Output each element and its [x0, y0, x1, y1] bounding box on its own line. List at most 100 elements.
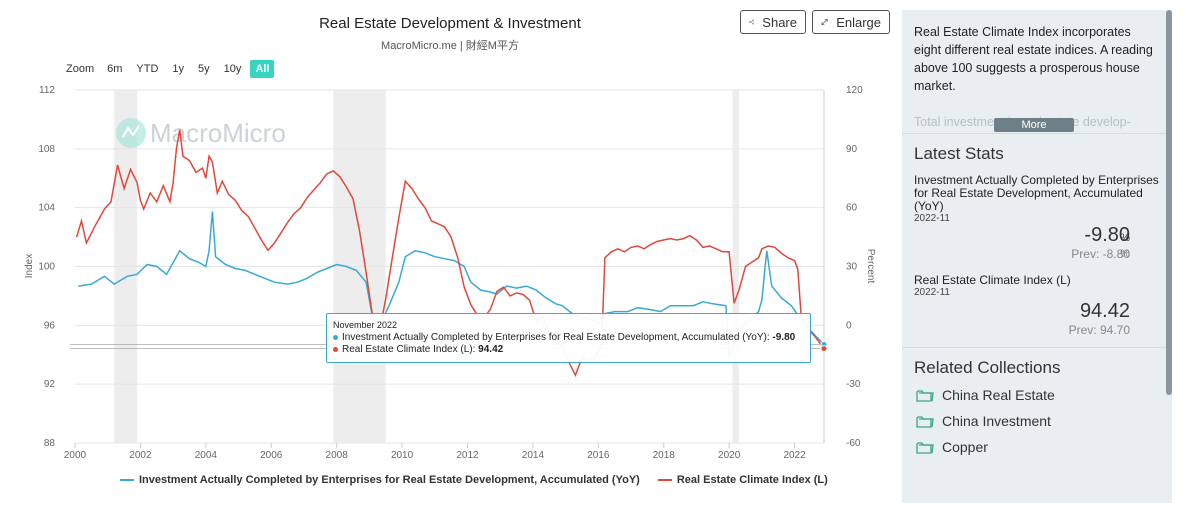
zoom-5y-button[interactable]: 5y	[198, 63, 210, 75]
stat-investment: Investment Actually Completed by Enterpr…	[902, 173, 1172, 262]
side-panel: Real Estate Climate Index incorporates e…	[902, 10, 1172, 503]
zoom-1y-button[interactable]: 1y	[172, 63, 185, 75]
zoom-10y-button[interactable]: 10y	[223, 63, 242, 75]
x-tick-label: 2000	[64, 450, 87, 461]
stat-date: 2022-11	[914, 287, 950, 298]
collection-china-investment[interactable]: China Investment	[902, 408, 1172, 434]
divider	[902, 133, 1172, 134]
watermark-text: MacroMicro	[150, 118, 286, 148]
share-button[interactable]: Share	[740, 10, 806, 34]
stat-value: -9.80	[1084, 224, 1130, 246]
chart-subtitle: MacroMicro.me | 財經M平方	[381, 40, 519, 52]
stat-name: Investment Actually Completed by Enterpr…	[914, 173, 1159, 213]
chart-plot: MacroMicro 88 92 96 100 104 108 112 -60 -30 0 30 60…	[24, 85, 876, 461]
enlarge-label: Enlarge	[836, 14, 881, 30]
collection-label: China Real Estate	[942, 387, 1055, 403]
share-icon	[749, 19, 755, 25]
y-right-tick-label: 30	[846, 262, 858, 273]
zoom-label: Zoom	[66, 63, 95, 75]
stat-prev-value: 94.70	[1099, 323, 1130, 337]
stat-prev-unit: %	[1120, 248, 1130, 260]
x-tick-label: 2018	[653, 450, 676, 461]
stat-prev-label: Prev:	[1071, 247, 1100, 261]
legend-item-climate[interactable]: Real Estate Climate Index (L)	[657, 474, 828, 486]
chart-title: Real Estate Development & Investment	[319, 15, 581, 32]
description-text: Real Estate Climate Index incorporates e…	[914, 25, 1153, 93]
legend-item-investment[interactable]: Investment Actually Completed by Enterpr…	[120, 474, 640, 486]
chart-panel: Real Estate Development & Investment Mac…	[24, 10, 890, 486]
expand-icon	[821, 18, 828, 26]
x-tick-label: 2002	[129, 450, 152, 461]
stat-name: Real Estate Climate Index (L)	[914, 273, 1071, 287]
x-tick-label: 2010	[391, 450, 414, 461]
stat-climate-index: Real Estate Climate Index (L) 2022-11 94…	[902, 273, 1172, 338]
legend-label-investment: Investment Actually Completed by Enterpr…	[139, 474, 640, 486]
y-right-tick-label: -30	[846, 379, 861, 390]
latest-stats-title: Latest Stats	[914, 144, 1004, 163]
x-tick-label: 2020	[718, 450, 741, 461]
folder-icon	[916, 441, 934, 454]
stat-unit: %	[1120, 232, 1130, 244]
y-left-tick-label: 104	[38, 203, 55, 214]
legend-swatch-blue	[120, 479, 134, 481]
more-button[interactable]: More	[994, 118, 1074, 132]
stat-prev: Prev: -8.80	[914, 247, 1160, 261]
x-tick-label: 2012	[456, 450, 479, 461]
y-left-tick-label: 112	[39, 85, 55, 96]
folder-icon	[916, 415, 934, 428]
tooltip-value-investment: -9.80	[772, 332, 796, 343]
x-tick-label: 2006	[260, 450, 283, 461]
x-tick-label: 2014	[522, 450, 545, 461]
stat-prev-value: -8.80	[1102, 247, 1130, 261]
y-right-tick-label: 60	[846, 203, 858, 214]
y-left-axis-title: Index	[24, 254, 35, 278]
x-tick-label: 2008	[326, 450, 349, 461]
zoom-bar: Zoom 6m YTD 1y 5y 10y All	[66, 60, 278, 78]
y-left-tick-label: 96	[44, 320, 56, 331]
zoom-6m-button[interactable]: 6m	[107, 63, 123, 75]
stat-date: 2022-11	[914, 213, 950, 224]
y-right-axis-title: Percent	[865, 249, 876, 284]
y-left-tick-label: 108	[38, 144, 55, 155]
tooltip-date: November 2022	[333, 320, 398, 330]
y-left-tick-label: 92	[44, 379, 56, 390]
chart-description: Real Estate Climate Index incorporates e…	[902, 10, 1172, 133]
stat-value: 94.42	[1079, 300, 1130, 322]
enlarge-button[interactable]: Enlarge	[812, 10, 890, 34]
zoom-ytd-button[interactable]: YTD	[136, 63, 159, 75]
tooltip-dot-red	[333, 347, 338, 352]
y-right-tick-label: 90	[846, 144, 858, 155]
legend-swatch-red	[657, 479, 672, 481]
collection-china-real-estate[interactable]: China Real Estate	[902, 382, 1172, 408]
tooltip-row-investment: Investment Actually Completed by Enterpr…	[333, 332, 804, 343]
zoom-all-button[interactable]: All	[250, 60, 275, 78]
stat-prev: Prev: 94.70	[914, 323, 1160, 337]
tooltip-label-investment: Investment Actually Completed by Enterpr…	[342, 332, 770, 343]
watermark: MacroMicro	[116, 118, 286, 148]
y-left-tick-label: 88	[44, 438, 56, 449]
share-label: Share	[762, 14, 797, 30]
tooltip-label-climate: Real Estate Climate Index (L):	[342, 344, 476, 355]
collection-copper[interactable]: Copper	[902, 434, 1172, 460]
folder-icon	[916, 389, 934, 402]
collection-label: Copper	[942, 439, 988, 455]
collection-label: China Investment	[942, 413, 1051, 429]
y-right-tick-label: 120	[846, 85, 863, 96]
hover-point	[820, 345, 828, 353]
x-tick-label: 2004	[195, 450, 218, 461]
y-left-tick-label: 100	[38, 262, 55, 273]
series-line-climate-index	[75, 129, 825, 378]
legend-label-climate: Real Estate Climate Index (L)	[676, 474, 828, 486]
x-tick-label: 2016	[587, 450, 610, 461]
y-right-tick-label: -60	[846, 438, 861, 449]
side-panel-scrollbar[interactable]	[1166, 10, 1172, 395]
chart-tooltip: November 2022 Investment Actually Comple…	[326, 313, 811, 363]
tooltip-row-climate: Real Estate Climate Index (L): 94.42	[333, 344, 804, 355]
x-tick-label: 2022	[783, 450, 806, 461]
y-right-tick-label: 0	[846, 320, 852, 331]
chart-legend: Investment Actually Completed by Enterpr…	[120, 474, 846, 486]
related-collections-title: Related Collections	[914, 358, 1061, 377]
stat-prev-label: Prev:	[1068, 323, 1097, 337]
divider	[902, 347, 1172, 348]
tooltip-value-climate: 94.42	[478, 344, 504, 355]
